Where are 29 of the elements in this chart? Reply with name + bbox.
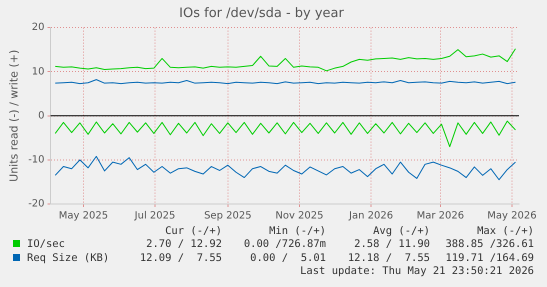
x-tick-label: Jul 2025 bbox=[134, 210, 176, 222]
x-tick-label: Nov 2025 bbox=[275, 210, 324, 222]
legend-label: Req Size (KB) bbox=[26, 251, 110, 265]
text: 0.00 /726.87m bbox=[242, 237, 326, 251]
x-tick-label: Sep 2025 bbox=[204, 210, 252, 222]
x-tick-label: May 2025 bbox=[58, 210, 108, 222]
text: Cur (-/+) bbox=[164, 225, 222, 237]
text: Max (-/+) bbox=[476, 225, 534, 237]
y-axis-title: Units read (-) / write (+) bbox=[7, 50, 20, 182]
text: Last update: Thu May 21 23:50:21 2026 bbox=[299, 265, 534, 277]
text: 119.71 /164.69 bbox=[444, 251, 534, 265]
text: 388.85 /326.61 bbox=[444, 237, 534, 251]
y-tick-label: -10 bbox=[28, 154, 45, 166]
text: 2.70 / 12.92 bbox=[145, 237, 222, 251]
legend-label: IO/sec bbox=[26, 237, 66, 251]
x-tick-label: May 2026 bbox=[487, 210, 537, 222]
text: Min (-/+) bbox=[268, 225, 326, 237]
text: 12.18 / 7.55 bbox=[346, 251, 430, 265]
x-tick-label: Mar 2026 bbox=[416, 210, 464, 222]
y-tick-label: 10 bbox=[32, 66, 45, 78]
y-tick-label: 20 bbox=[32, 22, 45, 34]
y-tick-label: 0 bbox=[38, 110, 45, 122]
y-tick-label: -20 bbox=[28, 198, 45, 210]
chart-title: IOs for /dev/sda - by year bbox=[179, 6, 345, 22]
text: 0.00 / 5.01 bbox=[249, 251, 326, 265]
text: 2.58 / 11.90 bbox=[353, 237, 430, 251]
text: 12.09 / 7.55 bbox=[138, 251, 222, 265]
text: Avg (-/+) bbox=[372, 225, 430, 237]
x-tick-label: Jan 2026 bbox=[348, 210, 394, 222]
